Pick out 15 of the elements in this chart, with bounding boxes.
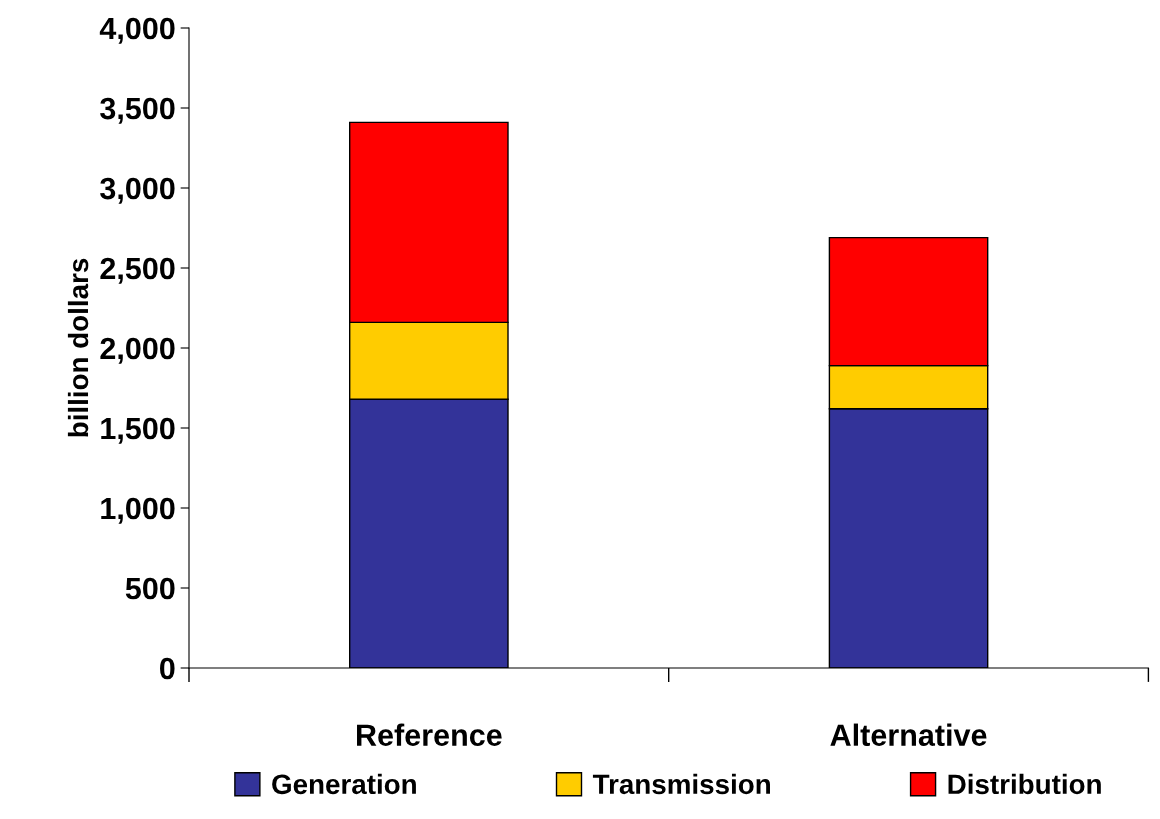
y-tick-label: 3,000 [100, 177, 175, 204]
y-tick-label: 2,000 [100, 337, 175, 364]
x-tick-label: Reference [357, 723, 502, 746]
y-tick-label: 3,500 [100, 97, 175, 124]
y-tick-label: 1,500 [101, 417, 175, 444]
y-tick-label: 0 [160, 657, 175, 680]
y-tick-label: 4,000 [99, 17, 175, 44]
legend-label: Distribution [948, 773, 1101, 795]
y-tick-label: 1,000 [101, 497, 175, 524]
legend-label: Generation [272, 773, 416, 795]
x-tick-label: Alternative [830, 723, 987, 746]
y-tick-label: 2,500 [100, 257, 175, 284]
y-tick-label: 500 [125, 577, 175, 600]
y-axis-title: billion dollars [67, 258, 89, 437]
legend-label: Transmission [592, 773, 770, 795]
